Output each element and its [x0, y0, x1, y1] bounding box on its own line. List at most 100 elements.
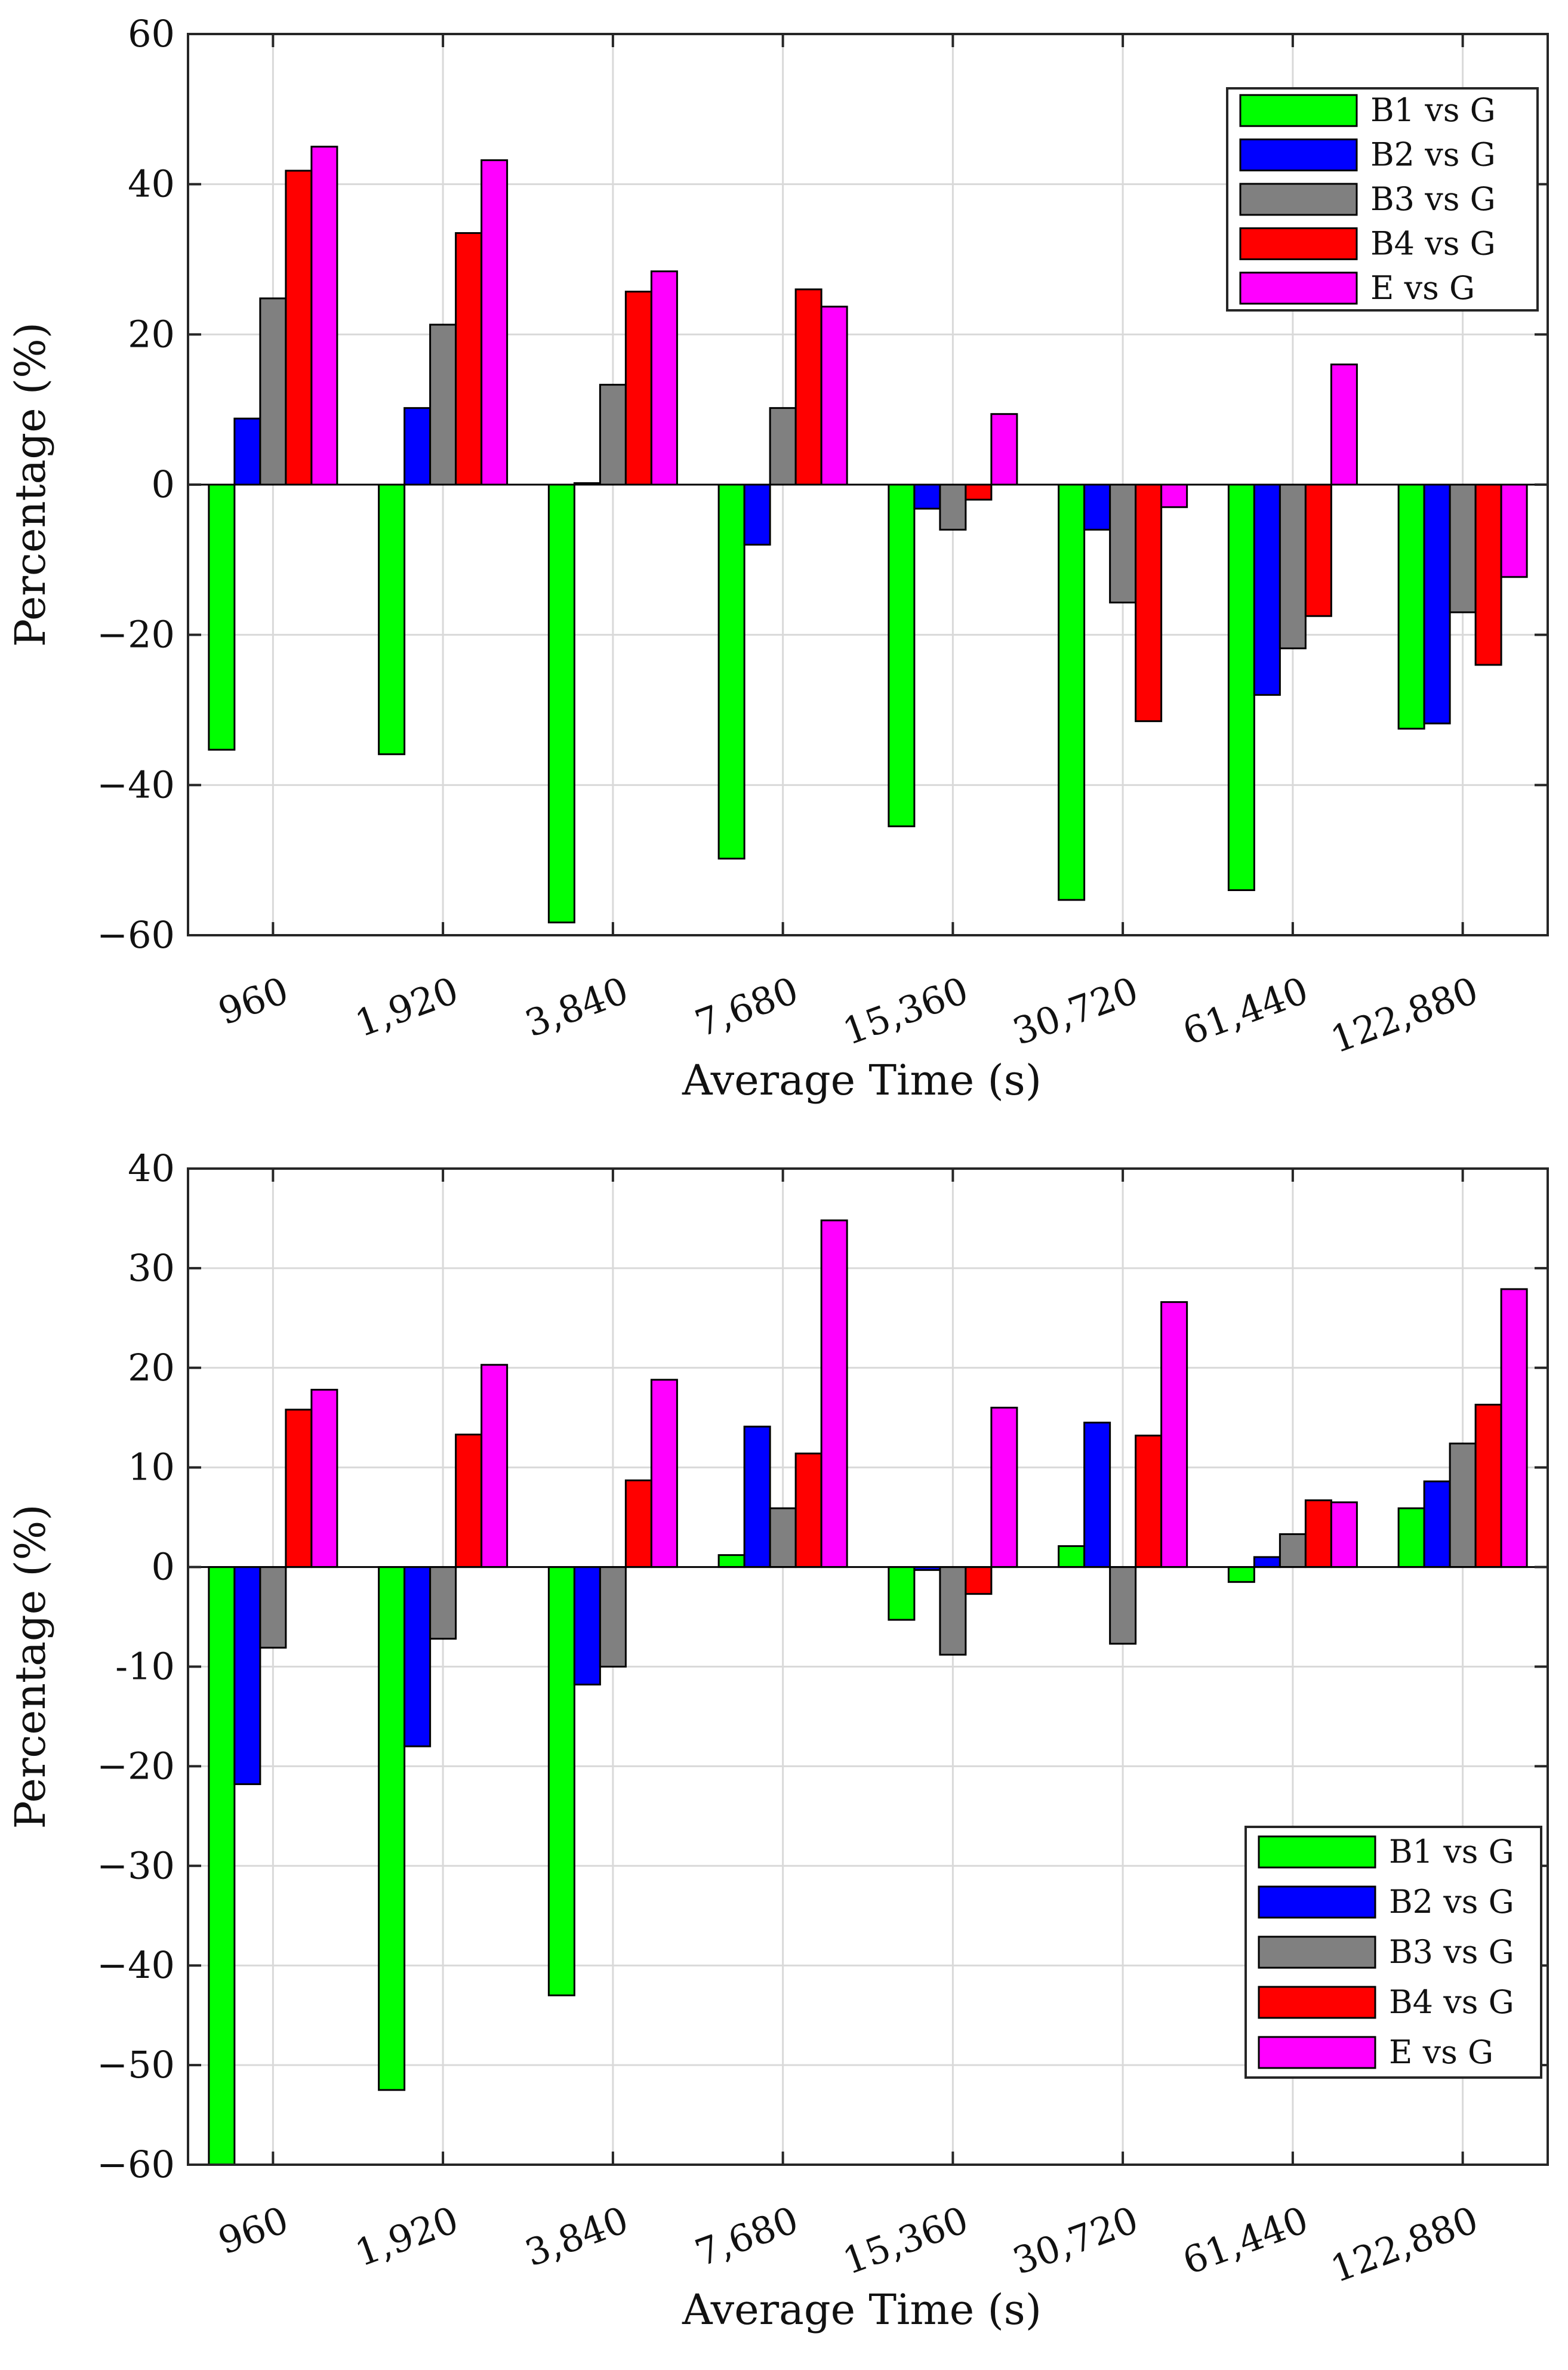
- bar-3-8: [1449, 1443, 1477, 1568]
- bar-4-6: [1135, 483, 1163, 722]
- x-tick-label: 61,440: [1177, 968, 1314, 1053]
- bar-3-8: [1449, 483, 1477, 614]
- x-tick-label: 15,360: [837, 968, 974, 1053]
- bar-4-5: [965, 483, 993, 501]
- chart-2: −60 −50 −40 −30 −20 -10 0 10 20 30 40 960 1,920 3,840…: [6, 1147, 1549, 2334]
- bar-2-3: [573, 1566, 601, 1686]
- bar-3-6: [1109, 1566, 1137, 1645]
- x-tick-label: 61,440: [1177, 2198, 1314, 2283]
- legend-label: B1 vs G: [1370, 91, 1496, 129]
- bar-5-4: [820, 1219, 848, 1568]
- bar-1-7: [1227, 1566, 1255, 1583]
- bar-1-2: [378, 1566, 406, 2091]
- bar-5-3: [650, 270, 678, 486]
- bar-2-4: [743, 483, 771, 546]
- bar-1-2: [378, 483, 406, 756]
- bar-2-5: [913, 483, 941, 510]
- bar-5-8: [1500, 483, 1528, 578]
- y-tick-label: −60: [97, 2143, 175, 2186]
- bar-1-8: [1397, 1507, 1425, 1568]
- bar-3-1: [259, 1566, 287, 1649]
- legend: B1 vs G B2 vs G B3 vs G B4 vs G E vs G: [1226, 87, 1539, 312]
- y-tick-label: 0: [152, 1545, 175, 1589]
- bar-1-6: [1058, 1545, 1086, 1568]
- bar-1-3: [547, 1566, 575, 1996]
- y-tick-label: 60: [128, 12, 175, 56]
- bar-5-7: [1330, 1501, 1358, 1568]
- y-tick-label: −60: [97, 913, 175, 957]
- bar-4-1: [285, 1409, 313, 1568]
- y-axis-title: Percentage (%): [6, 1504, 55, 1829]
- legend-swatch: [1258, 1936, 1376, 1969]
- bar-5-6: [1160, 483, 1188, 508]
- y-tick-label: −20: [97, 613, 175, 657]
- bar-1-8: [1397, 483, 1425, 730]
- x-tick-label: 7,680: [689, 968, 804, 1045]
- x-tick-label: 3,840: [519, 968, 634, 1045]
- bar-4-5: [965, 1566, 993, 1595]
- legend: B1 vs G B2 vs G B3 vs G B4 vs G E vs G: [1244, 1826, 1542, 2079]
- x-tick-label: 122,880: [1325, 2198, 1484, 2291]
- legend-swatch: [1258, 2036, 1376, 2069]
- bar-5-2: [480, 159, 509, 486]
- bar-5-6: [1160, 1301, 1188, 1568]
- bar-4-4: [794, 1452, 822, 1568]
- legend-label: E vs G: [1370, 269, 1475, 307]
- bar-3-6: [1109, 483, 1137, 604]
- bar-5-1: [310, 146, 338, 486]
- bar-3-7: [1279, 483, 1307, 649]
- legend-swatch: [1239, 272, 1358, 305]
- y-axis-title: Percentage (%): [6, 322, 55, 647]
- bar-3-5: [939, 483, 967, 531]
- bar-1-7: [1227, 483, 1255, 891]
- legend-label: E vs G: [1389, 2033, 1493, 2071]
- bar-4-2: [455, 232, 483, 486]
- bar-2-8: [1423, 483, 1451, 725]
- bar-1-1: [208, 1566, 236, 2166]
- bar-3-7: [1279, 1533, 1307, 1568]
- bar-1-1: [208, 483, 236, 751]
- x-tick-label: 30,720: [1007, 968, 1144, 1053]
- bar-4-3: [624, 291, 652, 486]
- bar-3-4: [769, 407, 797, 486]
- bar-2-2: [403, 407, 432, 486]
- x-tick-label: 30,720: [1007, 2198, 1144, 2283]
- bar-4-2: [455, 1434, 483, 1568]
- legend-label: B4 vs G: [1389, 1983, 1514, 2021]
- legend-label: B4 vs G: [1370, 224, 1496, 262]
- y-tick-label: −20: [97, 1744, 175, 1787]
- bar-3-3: [599, 384, 627, 486]
- bar-2-7: [1253, 1556, 1281, 1568]
- bar-1-4: [717, 1554, 746, 1568]
- legend-label: B1 vs G: [1389, 1833, 1514, 1870]
- bar-3-2: [429, 323, 457, 486]
- bar-2-1: [233, 1566, 261, 1785]
- legend-swatch: [1239, 183, 1358, 216]
- y-tick-label: 20: [128, 312, 175, 356]
- bar-5-3: [650, 1379, 678, 1568]
- x-tick-label: 15,360: [837, 2198, 974, 2283]
- y-tick-label: −40: [97, 1943, 175, 1987]
- bar-2-7: [1253, 483, 1281, 696]
- bar-4-3: [624, 1479, 652, 1568]
- bar-4-8: [1474, 1404, 1502, 1568]
- y-tick-label: −40: [97, 763, 175, 806]
- legend-swatch: [1258, 1885, 1376, 1919]
- legend-label: B3 vs G: [1370, 180, 1496, 218]
- legend-swatch: [1239, 138, 1358, 172]
- bar-4-4: [794, 288, 822, 486]
- bar-3-2: [429, 1566, 457, 1640]
- bar-5-2: [480, 1364, 509, 1568]
- chart-1: −60 −40 −20 0 20 40 60 960 1,920 3,840 7,680 15,360…: [6, 12, 1549, 1105]
- bar-1-3: [547, 483, 575, 924]
- bar-3-3: [599, 1566, 627, 1668]
- bar-2-4: [743, 1425, 771, 1568]
- y-tick-label: 40: [128, 1147, 175, 1190]
- y-tick-label: -10: [115, 1645, 175, 1688]
- bar-2-6: [1083, 483, 1111, 531]
- bar-3-5: [939, 1566, 967, 1656]
- bar-4-7: [1304, 483, 1332, 617]
- bar-3-1: [259, 297, 287, 486]
- y-tick-label: 20: [128, 1346, 175, 1389]
- bar-3-4: [769, 1507, 797, 1568]
